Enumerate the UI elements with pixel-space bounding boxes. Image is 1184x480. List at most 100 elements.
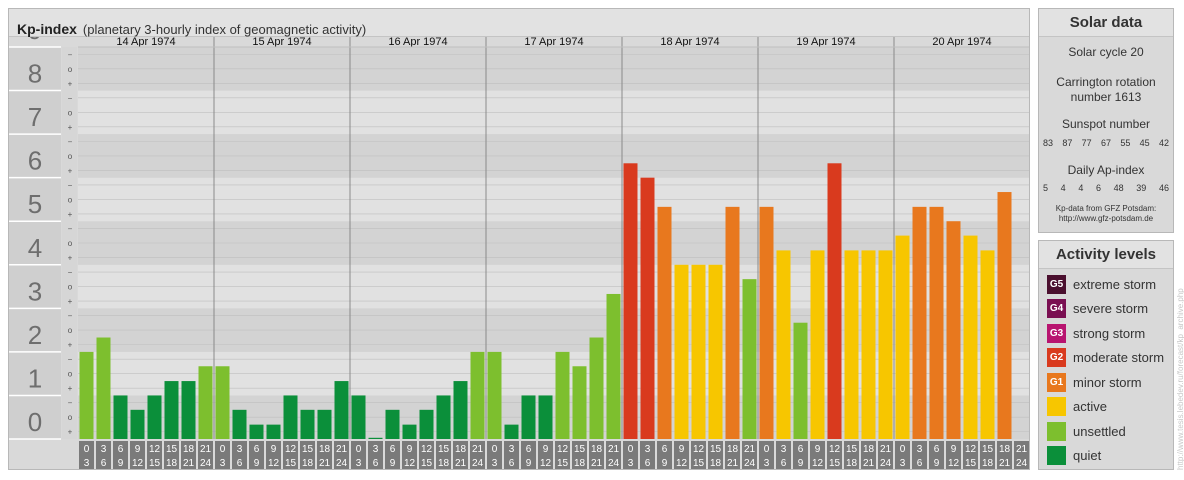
interval-end-label: 12 (540, 458, 552, 469)
interval-end-label: 15 (285, 458, 297, 469)
interval-cell (878, 441, 893, 469)
interval-start-label: 3 (101, 444, 107, 455)
interval-start-label: 9 (815, 444, 821, 455)
interval-end-label: 21 (727, 458, 739, 469)
activity-level-swatch: G1 (1047, 372, 1066, 392)
sub-tick-label: o (68, 413, 73, 422)
interval-cell (317, 441, 332, 469)
kp-bar (929, 206, 944, 439)
kp-bar (878, 250, 893, 439)
data-source-link[interactable]: http://www.gfz-potsdam.de (1058, 214, 1154, 223)
kp-bar (113, 395, 128, 439)
kp-bar (470, 351, 485, 439)
interval-start-label: 18 (591, 444, 603, 455)
interval-cell (436, 441, 451, 469)
interval-end-label: 6 (237, 458, 243, 469)
interval-end-label: 3 (628, 458, 634, 469)
interval-end-label: 21 (591, 458, 603, 469)
kp-bar (147, 395, 162, 439)
interval-cell (504, 441, 519, 469)
interval-cell (691, 441, 706, 469)
kp-bar (181, 381, 196, 439)
interval-cell (334, 441, 349, 469)
activity-level-item: unsettled (1047, 421, 1126, 441)
kp-bar (963, 235, 978, 439)
day-label: 14 Apr 1974 (116, 37, 175, 48)
kp-bar (691, 264, 706, 439)
kp-bar (742, 279, 757, 439)
interval-end-label: 9 (390, 458, 396, 469)
interval-end-label: 3 (492, 458, 498, 469)
interval-end-label: 18 (846, 458, 858, 469)
y-tick-label: 5 (28, 189, 42, 219)
interval-cell (538, 441, 553, 469)
sub-tick-label: o (68, 239, 73, 248)
interval-start-label: 21 (880, 444, 892, 455)
interval-cell (232, 441, 247, 469)
interval-end-label: 6 (373, 458, 379, 469)
interval-cell (606, 441, 621, 469)
sunspot-value: 55 (1120, 138, 1131, 148)
chart-subtitle: (planetary 3-hourly index of geomagnetic… (82, 22, 367, 37)
interval-start-label: 15 (302, 444, 314, 455)
interval-start-label: 15 (574, 444, 586, 455)
kp-bar (606, 293, 621, 439)
interval-cell (453, 441, 468, 469)
kp-bar (572, 366, 587, 439)
interval-end-label: 18 (710, 458, 722, 469)
interval-cell (793, 441, 808, 469)
interval-start-label: 0 (84, 444, 90, 455)
interval-cell (249, 441, 264, 469)
interval-cell (266, 441, 281, 469)
interval-cell (130, 441, 145, 469)
interval-end-label: 3 (764, 458, 770, 469)
y-tick-label: 4 (28, 233, 42, 263)
activity-level-label: severe storm (1073, 301, 1149, 316)
data-source-line-1: Kp-data from GFZ Potsdam: (1055, 204, 1157, 213)
carrington-line-2: number 1613 (1070, 90, 1142, 104)
activity-level-swatch (1047, 421, 1066, 441)
sub-tick-label: + (68, 297, 73, 306)
interval-end-label: 9 (526, 458, 532, 469)
interval-cell (776, 441, 791, 469)
interval-end-label: 21 (999, 458, 1011, 469)
interval-start-label: 6 (390, 444, 396, 455)
sub-tick-label: − (68, 268, 73, 277)
sunspot-values: 83 87 77 67 55 45 42 (1043, 138, 1169, 148)
kp-bar (912, 206, 927, 439)
activity-levels-panel: Activity levels G5 extreme storm G4 severe … (1038, 240, 1174, 470)
sub-tick-label: + (68, 254, 73, 263)
interval-end-label: 18 (982, 458, 994, 469)
interval-end-label: 12 (268, 458, 280, 469)
interval-cell (470, 441, 485, 469)
interval-end-label: 6 (101, 458, 107, 469)
interval-start-label: 0 (628, 444, 634, 455)
interval-start-label: 12 (693, 444, 705, 455)
kp-bar (283, 395, 298, 439)
y-tick-label: 9 (28, 37, 42, 45)
ap-index-value: 4 (1060, 183, 1066, 193)
interval-cell (657, 441, 672, 469)
activity-level-swatch (1047, 397, 1066, 416)
interval-end-label: 18 (302, 458, 314, 469)
interval-cell (946, 441, 961, 469)
interval-cell (827, 441, 842, 469)
interval-start-label: 9 (271, 444, 277, 455)
kp-bar (215, 366, 230, 439)
interval-cell (810, 441, 825, 469)
interval-end-label: 9 (934, 458, 940, 469)
interval-cell (181, 441, 196, 469)
interval-cell (997, 441, 1012, 469)
interval-start-label: 12 (285, 444, 297, 455)
kp-bar (776, 250, 791, 439)
kp-bar (317, 409, 332, 439)
interval-end-label: 6 (917, 458, 923, 469)
sunspot-value: 45 (1139, 138, 1150, 148)
activity-level-swatch (1047, 446, 1066, 465)
interval-start-label: 15 (710, 444, 722, 455)
interval-end-label: 21 (319, 458, 331, 469)
day-label: 16 Apr 1974 (388, 37, 447, 48)
kp-bar (980, 250, 995, 439)
interval-cell (912, 441, 927, 469)
interval-start-label: 12 (965, 444, 977, 455)
